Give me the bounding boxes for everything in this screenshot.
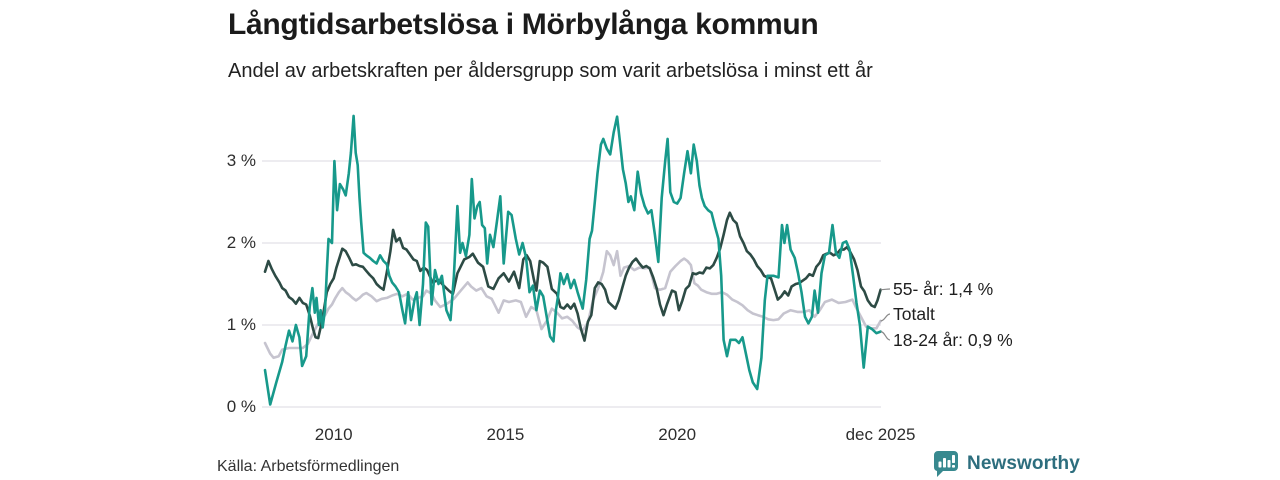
newsworthy-icon (933, 451, 958, 477)
x-axis-tick-label: dec 2025 (845, 425, 916, 444)
page-title: Långtidsarbetslösa i Mörbylånga kommun (228, 8, 819, 41)
newsworthy-logo: Newsworthy (933, 450, 1080, 477)
newsworthy-wordmark: Newsworthy (967, 452, 1080, 474)
series-end-label-55: 55- år: 1,4 % (893, 279, 994, 299)
source-note: Källa: Arbetsförmedlingen (217, 458, 400, 475)
y-axis-tick-label: 1 % (226, 315, 256, 334)
y-axis-tick-label: 2 % (226, 233, 256, 252)
y-axis-tick-label: 3 % (226, 151, 256, 170)
x-axis-tick-label: 2010 (314, 425, 353, 444)
series-end-label-18-24: 18-24 år: 0,9 % (893, 330, 1013, 350)
chart-subtitle: Andel av arbetskraften per åldersgrupp s… (228, 60, 873, 82)
series-end-label-totalt: Totalt (893, 304, 935, 324)
x-axis-tick-label: 2015 (486, 425, 525, 444)
y-axis-tick-label: 0 % (226, 397, 256, 416)
x-axis-tick-label: 2020 (658, 425, 697, 444)
